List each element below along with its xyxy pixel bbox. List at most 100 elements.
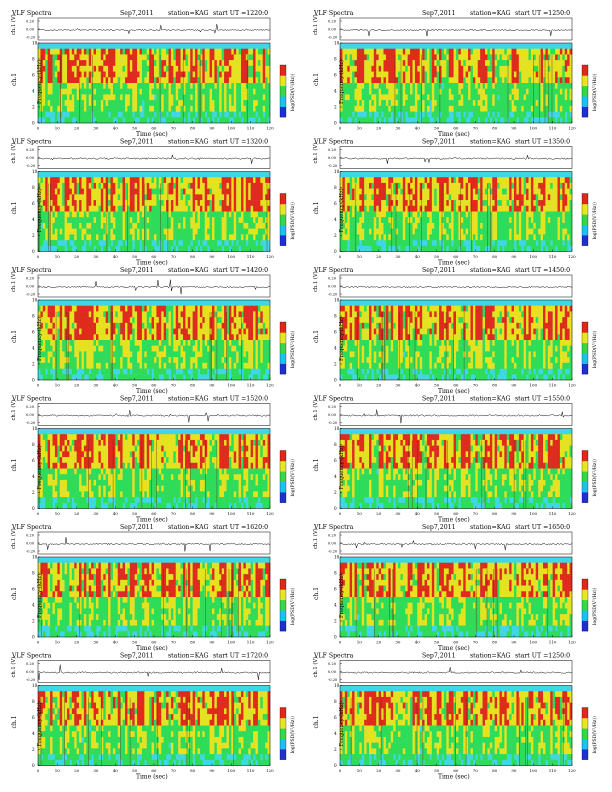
spectrogram-panel-4: VLF Spectra Sep7,2011 station=KAG start UT … <box>312 139 598 267</box>
freq-tick-label: 2 <box>334 105 337 110</box>
ch1-tick-label: -0.20 <box>328 164 338 168</box>
ch1-tick-label: -0.20 <box>328 293 338 297</box>
time-tick-label: 0 <box>37 511 40 516</box>
panel-start-ut: start UT =1220:0 <box>213 10 268 17</box>
time-tick-label: 0 <box>339 126 342 131</box>
time-tick-label: 120 <box>568 126 576 131</box>
colorbar-segment <box>280 225 286 236</box>
colorbar-label: log(PSD(V²/Hz)) <box>289 73 296 111</box>
waveform-frame <box>38 275 270 297</box>
ch1-tick-label: -0.20 <box>26 36 36 40</box>
waveform-frame <box>38 18 270 40</box>
colorbar-segment <box>582 600 588 611</box>
freq-tick-label: 0 <box>334 635 337 640</box>
time-axis-label: Time (sec) <box>438 517 470 524</box>
time-tick-label: 90 <box>511 383 517 388</box>
ch1-axis-label: ch.1 (V) <box>10 271 17 292</box>
time-tick-label: 10 <box>357 768 363 773</box>
colorbar-segment <box>280 194 286 205</box>
colorbar <box>582 194 588 246</box>
time-tick-label: 70 <box>473 511 479 516</box>
time-tick-label: 0 <box>339 768 342 773</box>
time-tick-label: 30 <box>395 640 401 645</box>
freq-tick-label: 2 <box>32 362 35 367</box>
panel-title: VLF Spectra <box>11 139 52 146</box>
colorbar-segment <box>582 235 588 246</box>
colorbar-segment <box>280 343 286 354</box>
ch1-tick-label: 0.00 <box>328 542 337 546</box>
time-tick-label: 40 <box>415 768 421 773</box>
freq-tick-label: 4 <box>32 346 35 351</box>
time-tick-label: 100 <box>529 383 537 388</box>
colorbar-segment <box>280 718 286 729</box>
time-tick-label: 100 <box>529 126 537 131</box>
colorbar-label: log(PSD(V²/Hz)) <box>289 202 296 240</box>
time-tick-label: 30 <box>395 126 401 131</box>
freq-tick-label: 10 <box>32 298 38 303</box>
time-tick-label: 100 <box>529 511 537 516</box>
time-tick-label: 10 <box>55 254 61 259</box>
colorbar-label: log(PSD(V²/Hz)) <box>591 330 598 368</box>
time-tick-label: 50 <box>132 126 138 131</box>
freq-tick-label: 2 <box>334 490 337 495</box>
time-tick-label: 70 <box>473 126 479 131</box>
colorbar-label: log(PSD(V²/Hz)) <box>591 202 598 240</box>
time-tick-label: 110 <box>247 383 255 388</box>
ch1-tick-label: 0.20 <box>328 534 337 538</box>
time-tick-label: 40 <box>415 511 421 516</box>
time-tick-label: 90 <box>209 383 215 388</box>
freq-tick-label: 6 <box>334 458 337 463</box>
time-tick-label: 80 <box>190 768 196 773</box>
time-tick-label: 90 <box>511 254 517 259</box>
colorbar-segment <box>280 65 286 76</box>
freq-tick-label: 2 <box>334 747 337 752</box>
freq-tick-label: 4 <box>334 89 337 94</box>
freq-axis-label: Frequency (kHz) <box>338 574 345 618</box>
spectrogram-panel-12: VLF Spectra Sep7,2011 station=KAG start UT … <box>312 653 598 781</box>
time-tick-label: 10 <box>55 768 61 773</box>
spectrogram-panel-7: VLF Spectra Sep7,2011 station=KAG start UT … <box>10 396 296 524</box>
panel-tag: ch.1 <box>313 202 320 215</box>
colorbar-segment <box>280 214 286 225</box>
ch1-tick-label: 0.20 <box>26 277 35 281</box>
panel-title: VLF Spectra <box>11 267 52 274</box>
colorbar-segment <box>582 343 588 354</box>
ch1-tick-label: -0.20 <box>26 550 36 554</box>
time-tick-label: 80 <box>190 383 196 388</box>
time-tick-label: 70 <box>171 254 177 259</box>
ch1-tick-label: 0.00 <box>328 670 337 674</box>
freq-tick-label: 2 <box>32 619 35 624</box>
time-axis-label: Time (sec) <box>438 388 470 395</box>
colorbar-segment <box>582 739 588 750</box>
colorbar-segment <box>280 353 286 364</box>
spectrogram-cells <box>340 434 572 508</box>
colorbar <box>280 708 286 760</box>
freq-tick-label: 2 <box>32 233 35 238</box>
time-axis-label: Time (sec) <box>438 131 470 138</box>
time-tick-label: 10 <box>357 126 363 131</box>
freq-axis-label: Frequency (kHz) <box>338 445 345 489</box>
time-tick-label: 60 <box>453 383 459 388</box>
time-tick-label: 40 <box>113 254 119 259</box>
panel-station: station=KAG <box>168 139 209 146</box>
freq-tick-label: 2 <box>32 105 35 110</box>
time-tick-label: 0 <box>37 640 40 645</box>
time-tick-label: 100 <box>529 768 537 773</box>
time-tick-label: 10 <box>55 126 61 131</box>
time-tick-label: 20 <box>74 254 80 259</box>
time-tick-label: 40 <box>113 768 119 773</box>
colorbar-segment <box>280 235 286 246</box>
time-tick-label: 70 <box>171 383 177 388</box>
panel-title: VLF Spectra <box>11 653 52 660</box>
freq-tick-label: 2 <box>334 362 337 367</box>
colorbar-segment <box>280 708 286 719</box>
time-tick-label: 50 <box>434 254 440 259</box>
panel-tag: ch.1 <box>313 716 320 729</box>
freq-tick-label: 6 <box>32 458 35 463</box>
colorbar-segment <box>582 492 588 503</box>
panel-tag: ch.1 <box>313 459 320 472</box>
time-tick-label: 80 <box>190 640 196 645</box>
time-tick-label: 100 <box>227 126 235 131</box>
time-tick-label: 110 <box>247 254 255 259</box>
time-tick-label: 60 <box>151 768 157 773</box>
